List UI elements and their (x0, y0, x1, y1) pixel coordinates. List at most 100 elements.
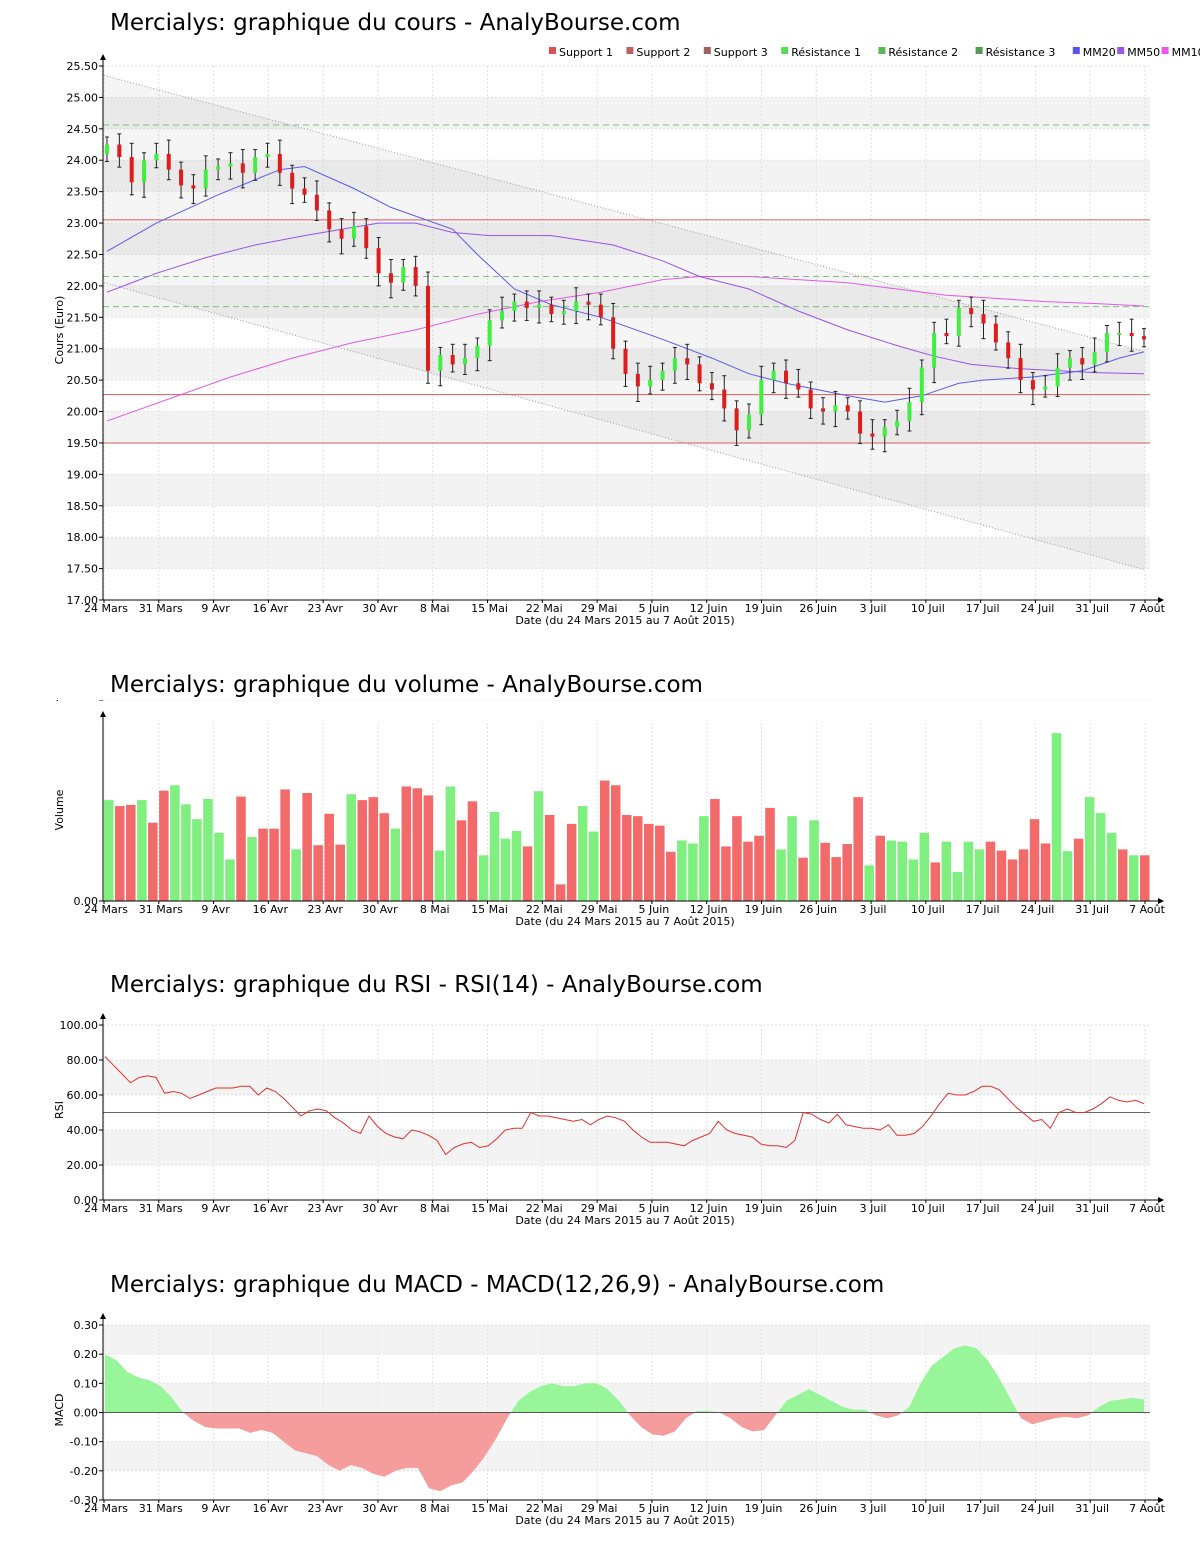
price-candle (623, 340, 628, 387)
candle-body (240, 163, 245, 173)
price-candle (586, 293, 591, 321)
volume-x-tick-label: 30 Avr (362, 903, 398, 916)
price-candle (598, 293, 603, 326)
price-y-tick-label: 18.50 (67, 500, 99, 513)
price-candle (993, 315, 998, 351)
price-x-tick-label: 17 Juil (966, 602, 1000, 615)
price-candle (907, 387, 912, 432)
volume-bar (148, 822, 158, 901)
price-candle (981, 299, 986, 340)
mm20-line (106, 165, 1145, 403)
volume-bar (930, 862, 941, 901)
macd-negative-area (183, 1412, 511, 1492)
candle-body (648, 380, 653, 387)
price-candle (364, 218, 369, 259)
rsi-y-tick-label: 100.00 (60, 1019, 99, 1032)
volume-bar (412, 788, 423, 901)
price-x-tick-label: 24 Mars (84, 602, 128, 615)
price-candle (549, 296, 554, 323)
volume-bar (1051, 733, 1062, 901)
price-x-tick-label: 12 Juin (690, 602, 728, 615)
legend-label: Support 3 (714, 46, 768, 59)
macd-negative-area (870, 1412, 902, 1419)
price-candle (1030, 372, 1035, 406)
rsi-x-axis-label: Date (du 24 Mars 2015 au 7 Août 2015) (515, 1214, 734, 1227)
price-y-tick-label: 20.00 (67, 406, 99, 419)
price-candle (1006, 331, 1011, 369)
candle-body (129, 157, 134, 183)
price-x-tick-label: 31 Mars (139, 602, 183, 615)
price-candle (277, 139, 282, 186)
volume-bar (820, 842, 830, 901)
candle-body (623, 348, 628, 374)
volume-bar (467, 801, 478, 901)
candle-body (216, 166, 221, 170)
volume-bar (357, 800, 368, 901)
price-candle (1018, 343, 1023, 394)
price-x-axis-label: Date (du 24 Mars 2015 au 7 Août 2015) (515, 614, 734, 627)
legend-label: Résistance 1 (791, 46, 861, 59)
price-candle (808, 381, 813, 419)
volume-bar (170, 785, 180, 901)
rsi-x-tick-label: 30 Avr (362, 1202, 398, 1215)
macd-positive-area (1091, 1397, 1144, 1413)
volume-x-tick-label: 5 Juin (639, 903, 670, 916)
volume-bar (732, 816, 742, 901)
price-candle (956, 299, 961, 347)
rsi-y-axis-arrow (100, 1013, 106, 1019)
volume-y-tick-label: 300,000.00 (35, 700, 98, 703)
candle-body (537, 304, 542, 308)
price-candle (858, 400, 863, 445)
volume-bar (346, 794, 356, 901)
candle-body (1104, 333, 1109, 352)
price-candle (191, 174, 196, 205)
price-y-axis-label: Cours (Euro) (53, 296, 66, 365)
price-candle (425, 271, 430, 384)
macd-y-axis-label: MACD (53, 1394, 66, 1427)
price-y-tick-label: 19.00 (67, 468, 99, 481)
candle-body (228, 163, 233, 167)
macd-positive-area (105, 1354, 184, 1413)
price-candle (376, 237, 381, 287)
rsi-y-tick-label: 0.00 (74, 1194, 99, 1207)
volume-x-tick-label: 24 Mars (84, 903, 128, 916)
volume-bar (115, 806, 125, 901)
price-x-tick-label: 24 Juil (1021, 602, 1055, 615)
price-x-tick-label: 30 Avr (362, 602, 398, 615)
price-y-tick-label: 17.00 (67, 594, 99, 607)
candle-body (265, 153, 270, 158)
volume-bar (291, 849, 301, 901)
price-chart-title: Mercialys: graphique du cours - AnalyBou… (110, 10, 681, 36)
candle-body (475, 345, 480, 359)
rsi-x-tick-label: 24 Juil (1021, 1202, 1055, 1215)
price-candle (697, 356, 702, 392)
candle-body (142, 160, 147, 183)
candle-body (845, 405, 850, 412)
volume-x-tick-label: 31 Mars (139, 903, 183, 916)
candle-body (561, 311, 566, 315)
price-x-tick-label: 3 Juil (860, 602, 887, 615)
candle-body (401, 267, 406, 283)
volume-bar (137, 800, 147, 901)
candle-body (450, 354, 455, 365)
volume-bar (985, 841, 996, 901)
candle-body (796, 383, 801, 390)
macd-x-tick-label: 22 Mai (526, 1502, 563, 1515)
price-candle (771, 362, 776, 394)
price-candle (1104, 324, 1109, 363)
volume-bar (908, 859, 919, 901)
volume-bar (368, 797, 379, 901)
volume-bar (478, 855, 489, 901)
volume-bar (666, 851, 676, 901)
rsi-x-tick-label: 26 Juin (799, 1202, 837, 1215)
volume-x-tick-label: 17 Juil (966, 903, 1000, 916)
price-candle (413, 255, 418, 297)
rsi-x-tick-label: 29 Mai (581, 1202, 618, 1215)
price-y-tick-label: 18.00 (67, 531, 99, 544)
candle-body (956, 307, 961, 337)
candle-body (1142, 336, 1146, 340)
candle-body (179, 169, 184, 186)
volume-bar (126, 804, 136, 901)
candle-body (858, 411, 863, 434)
price-y-axis-arrow (100, 54, 106, 60)
